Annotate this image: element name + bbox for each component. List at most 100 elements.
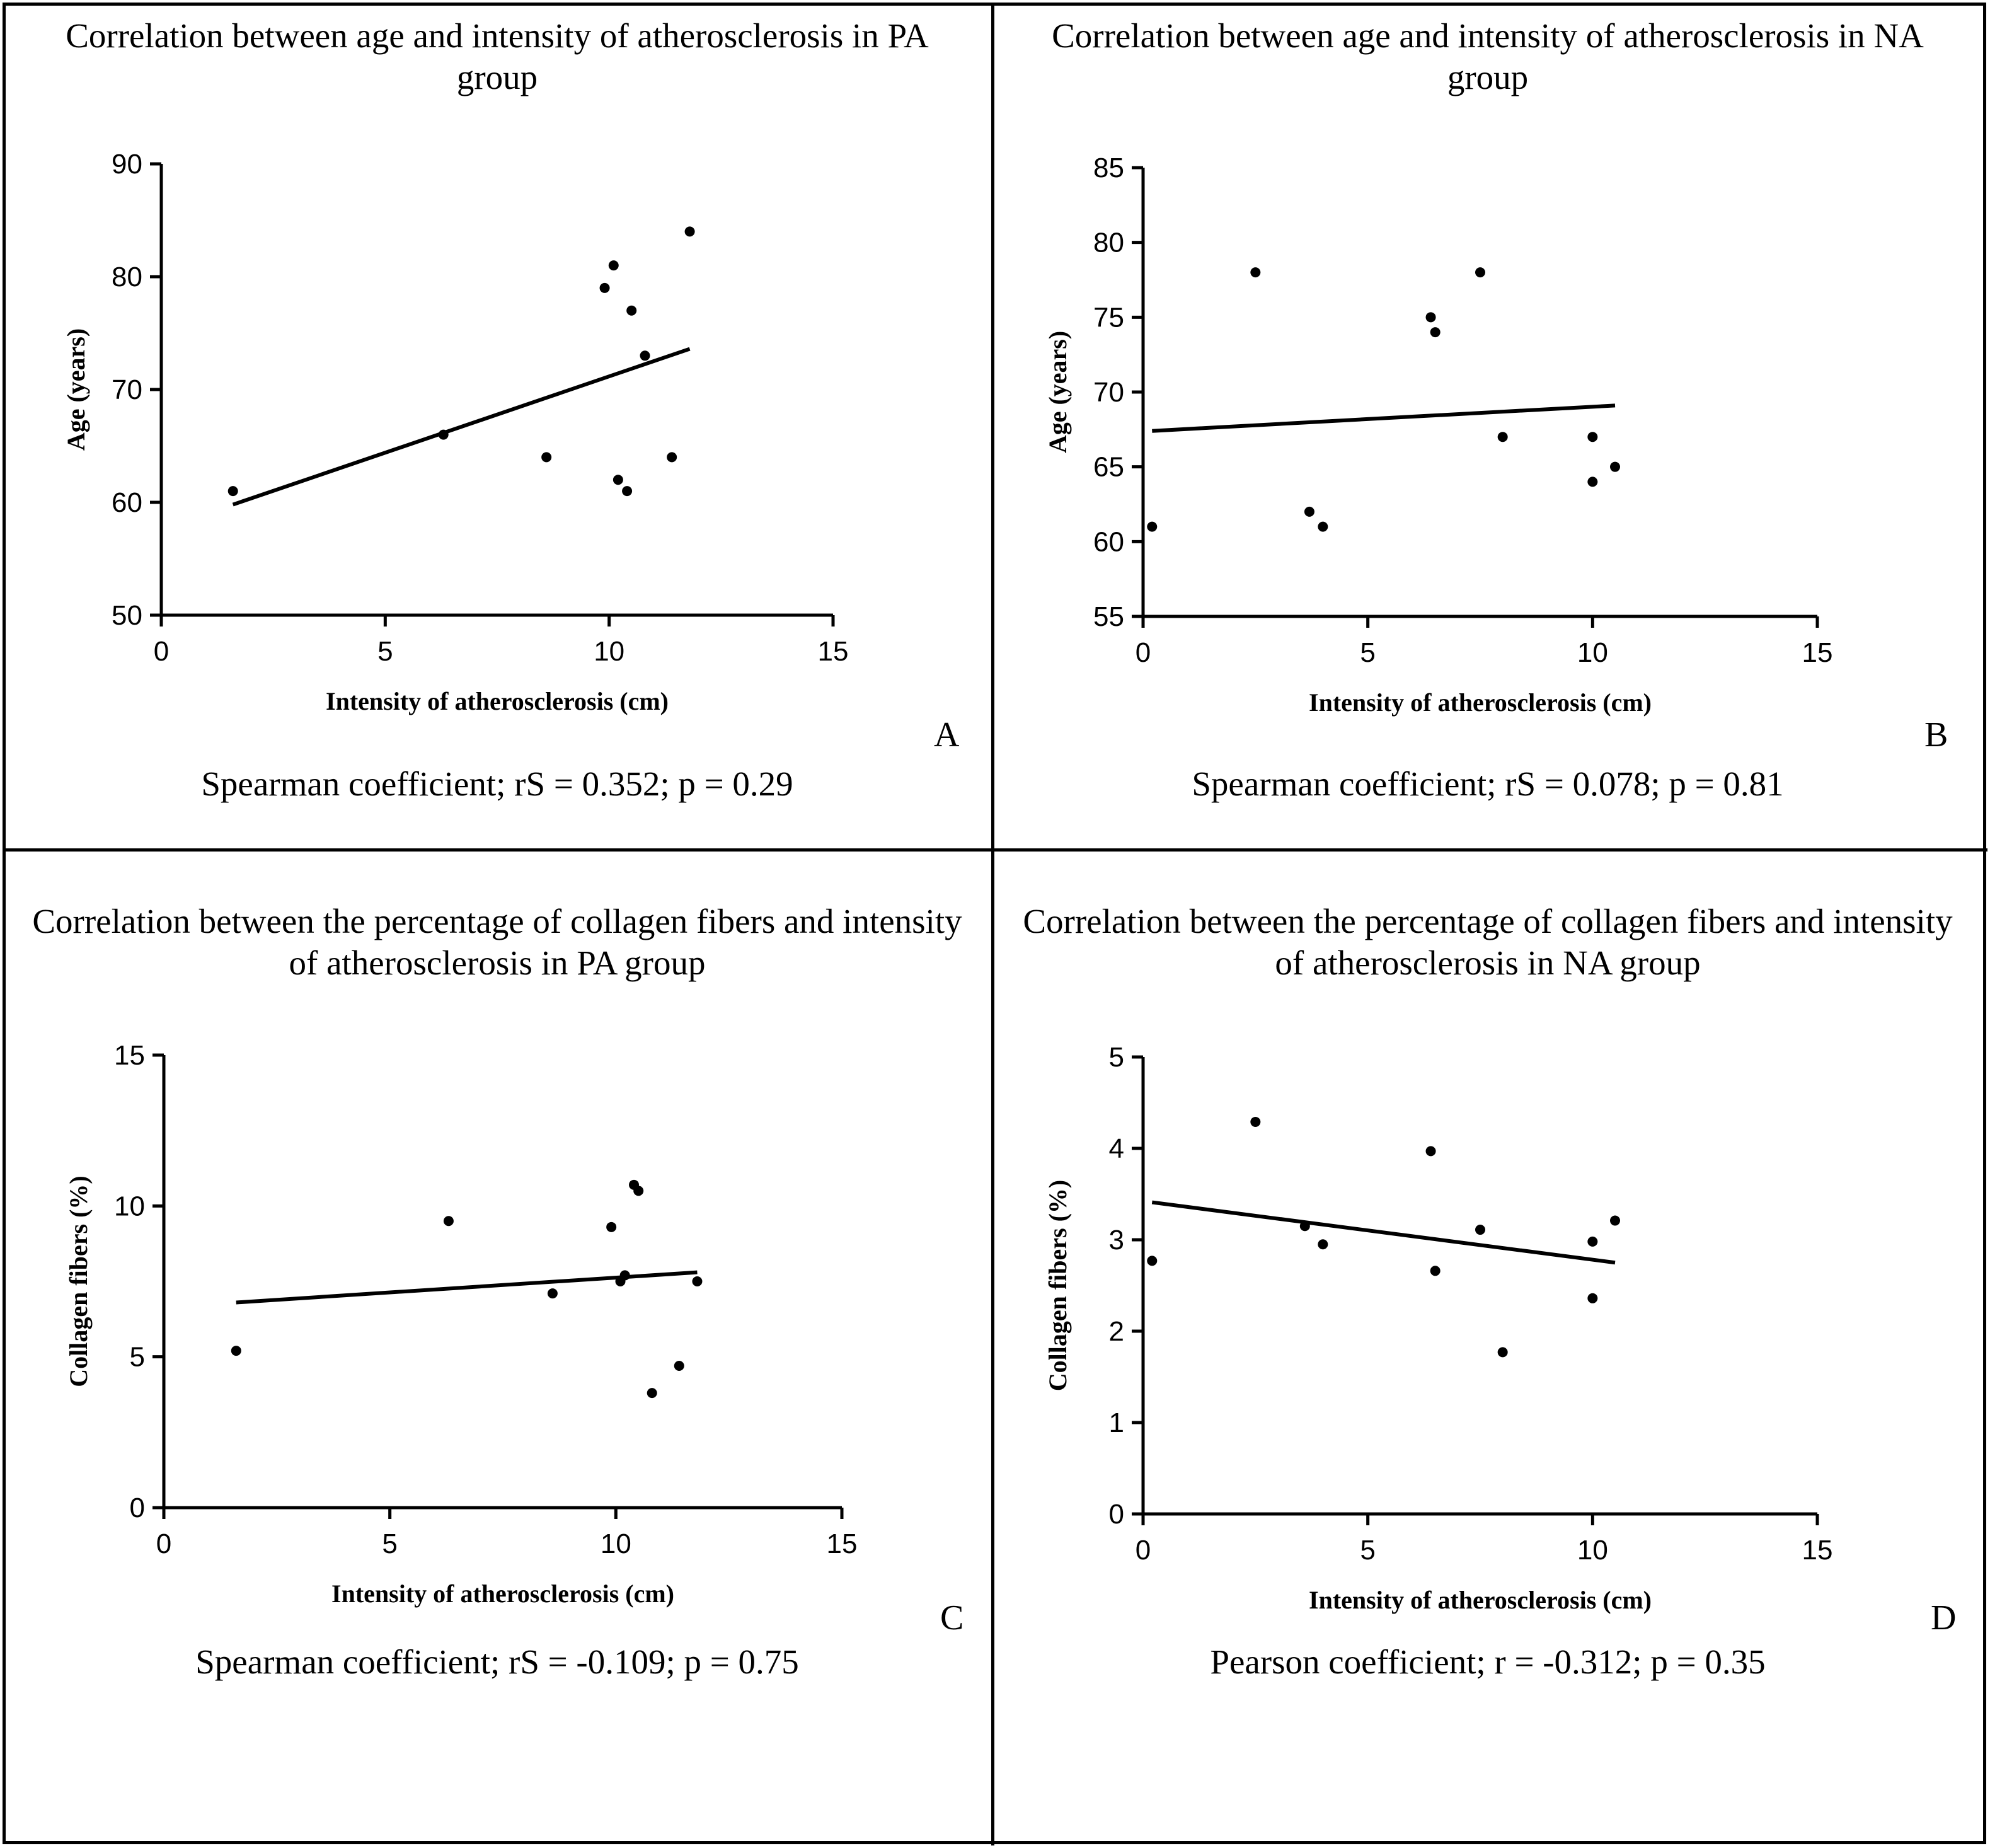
data-point <box>1250 1116 1261 1127</box>
y-axis-label: Age (years) <box>1044 331 1072 453</box>
y-tick-label: 55 <box>1093 601 1124 632</box>
y-tick-label: 70 <box>1093 377 1124 408</box>
panel-title: Correlation between age and intensity of… <box>1052 16 1924 96</box>
x-axis-label: Intensity of atherosclerosis (cm) <box>326 687 669 715</box>
data-point <box>227 486 238 497</box>
data-point <box>640 350 650 361</box>
panel-title: Correlation between the percentage of co… <box>1023 902 1953 982</box>
y-tick-label: 3 <box>1109 1225 1124 1256</box>
data-point <box>619 1270 630 1281</box>
data-point <box>1430 327 1441 338</box>
data-point <box>613 475 623 485</box>
x-tick-label: 15 <box>1802 1535 1833 1566</box>
x-tick-label: 5 <box>1360 637 1375 668</box>
data-point <box>1610 1215 1620 1226</box>
data-point <box>1304 506 1314 517</box>
data-point <box>443 1216 454 1227</box>
data-point <box>1299 1221 1310 1232</box>
y-tick-label: 50 <box>112 600 142 631</box>
regression-line <box>232 347 691 507</box>
y-tick-label: 1 <box>1109 1407 1124 1438</box>
panel-letter: D <box>1931 1598 1957 1637</box>
scatter-plot-a: 0 5 10 15 50 60 70 80 90 Intensity of atheroscler… <box>62 149 849 715</box>
data-point <box>667 452 677 463</box>
data-point <box>692 1276 703 1286</box>
data-point <box>647 1388 657 1399</box>
data-point <box>1587 476 1598 487</box>
data-point <box>438 429 449 440</box>
scatter-plot-b: 0 5 10 15 55 60 65 70 75 80 85 Intensity of atheros… <box>1044 153 1833 717</box>
y-tick-label: 80 <box>112 262 142 292</box>
panel-a: Correlation between age and intensity of… <box>3 3 992 847</box>
panel-letter: C <box>940 1598 964 1637</box>
y-tick-label: 60 <box>112 487 142 518</box>
x-tick-label: 10 <box>1577 1535 1608 1566</box>
x-tick-label: 15 <box>827 1528 858 1559</box>
data-point <box>633 1186 644 1196</box>
regression-line <box>1152 403 1616 433</box>
x-tick-label: 10 <box>594 636 624 667</box>
horizontal-divider <box>3 848 1987 852</box>
panel-c: Correlation between the percentage of co… <box>3 850 992 1695</box>
data-point <box>1318 521 1328 532</box>
y-tick-label: 60 <box>1093 526 1124 557</box>
data-point <box>1475 1225 1485 1235</box>
regression-line <box>1151 1200 1616 1265</box>
x-tick-label: 10 <box>601 1528 631 1559</box>
scatter-plot-d: 0 5 10 15 0 1 2 3 4 5 Intensity of atherosclerosis… <box>1044 1042 1833 1614</box>
y-tick-label: 5 <box>1109 1042 1124 1073</box>
data-point <box>1250 267 1261 278</box>
y-tick-label: 0 <box>1109 1499 1124 1530</box>
data-point <box>1425 312 1436 323</box>
data-point <box>606 1221 617 1232</box>
panel-b: Correlation between age and intensity of… <box>993 3 1982 847</box>
panel-title: Correlation between age and intensity of… <box>66 16 929 96</box>
x-tick-label: 10 <box>1577 637 1608 668</box>
panel-letter: A <box>934 715 960 754</box>
scatter-plot-c: 0 5 10 15 0 5 10 15 Intensity of atherosclerosis… <box>64 1040 858 1608</box>
x-tick-label: 5 <box>382 1528 397 1559</box>
data-point <box>1497 432 1508 442</box>
y-axis-label: Collagen fibers (%) <box>1044 1180 1072 1392</box>
data-point <box>541 452 552 463</box>
x-tick-label: 0 <box>156 1528 171 1559</box>
data-point <box>622 486 633 497</box>
x-axis-label: Intensity of atherosclerosis (cm) <box>1309 1586 1652 1614</box>
data-point <box>626 305 637 316</box>
x-axis-label: Intensity of atherosclerosis (cm) <box>331 1579 674 1608</box>
y-tick-label: 2 <box>1109 1316 1124 1347</box>
coefficient-text: Spearman coefficient; rS = 0.352; p = 0.… <box>201 765 793 803</box>
data-point <box>599 282 610 293</box>
y-tick-label: 70 <box>112 374 142 405</box>
vertical-divider <box>991 3 994 1845</box>
y-tick-label: 75 <box>1093 302 1124 333</box>
data-point <box>547 1288 558 1299</box>
data-point <box>1425 1146 1436 1157</box>
data-point <box>608 260 619 271</box>
data-point <box>684 226 695 237</box>
x-tick-label: 15 <box>818 636 849 667</box>
x-tick-label: 0 <box>1136 1535 1151 1566</box>
data-point <box>1147 1256 1158 1266</box>
y-tick-label: 80 <box>1093 228 1124 258</box>
data-point <box>674 1361 684 1372</box>
x-tick-label: 0 <box>154 636 169 667</box>
panel-d: Correlation between the percentage of co… <box>993 850 1982 1695</box>
figure-frame <box>3 3 1986 1844</box>
data-point <box>1475 267 1485 278</box>
data-point <box>1610 461 1620 472</box>
y-axis-label: Age (years) <box>62 328 90 451</box>
y-tick-label: 10 <box>114 1191 145 1221</box>
y-tick-label: 85 <box>1093 153 1124 183</box>
coefficient-text: Pearson coefficient; r = -0.312; p = 0.3… <box>1210 1643 1766 1681</box>
data-point <box>1430 1266 1441 1276</box>
x-axis-label: Intensity of atherosclerosis (cm) <box>1309 688 1652 717</box>
y-tick-label: 15 <box>114 1040 145 1071</box>
x-tick-label: 5 <box>377 636 393 667</box>
y-tick-label: 65 <box>1093 452 1124 483</box>
x-tick-label: 15 <box>1802 637 1833 668</box>
data-point <box>1497 1347 1508 1358</box>
coefficient-text: Spearman coefficient; rS = -0.109; p = 0… <box>195 1643 799 1681</box>
data-point <box>1587 1293 1598 1303</box>
y-tick-label: 90 <box>112 149 142 180</box>
